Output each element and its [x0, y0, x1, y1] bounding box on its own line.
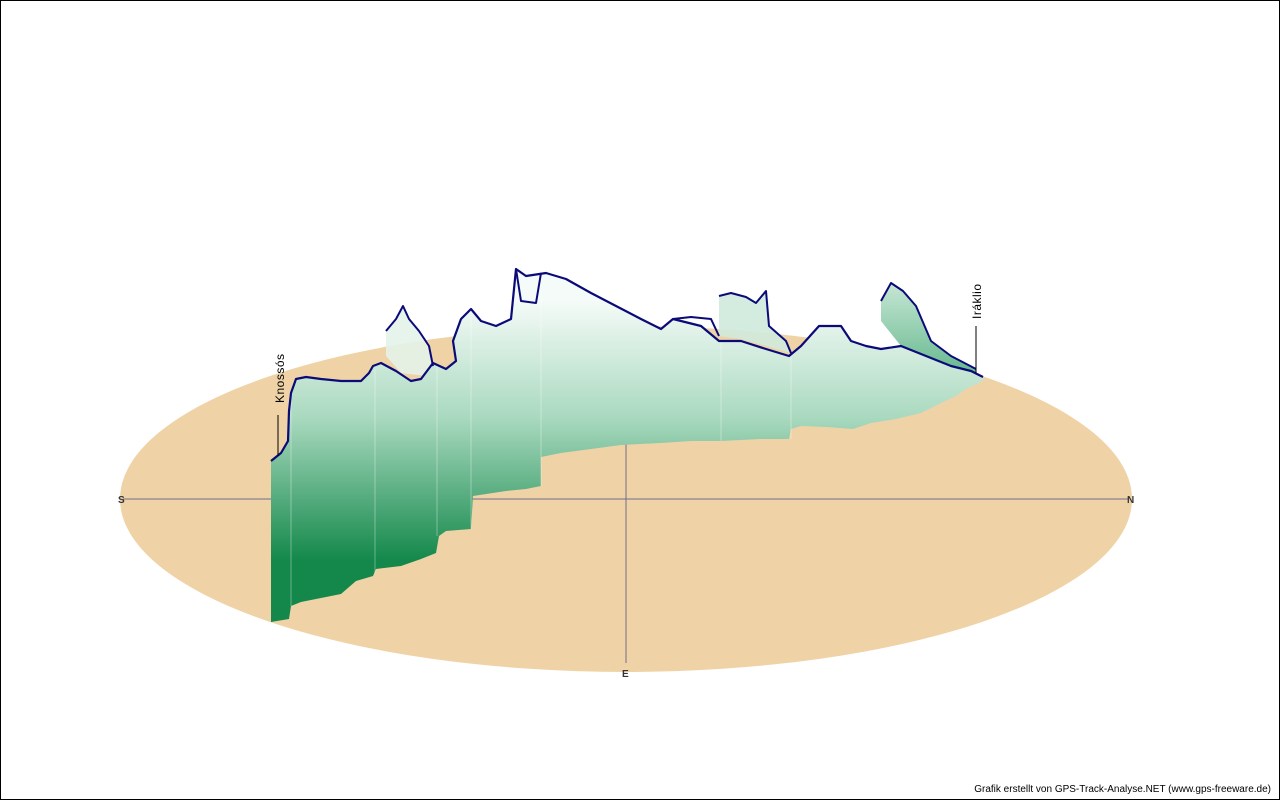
- compass-south-label: S: [118, 495, 125, 506]
- elevation-track-line: [270, 267, 984, 462]
- knossos-label: Knossós: [273, 353, 287, 403]
- far-track-line: [385, 305, 434, 367]
- compass-north-label: N: [1127, 495, 1134, 506]
- elevation-wall: [271, 269, 983, 622]
- far-wall-face: [881, 283, 976, 373]
- iraklio-label: Iráklio: [970, 283, 984, 319]
- far-track-line: [880, 282, 977, 370]
- far-wall-face: [386, 306, 433, 376]
- far-track-line: [515, 268, 542, 304]
- far-track-line: [672, 316, 720, 337]
- compass-east-label: E: [622, 669, 629, 680]
- wall-panel-seams: [290, 273, 792, 606]
- far-wall-face: [719, 291, 791, 353]
- credit-text: Grafik erstellt von GPS-Track-Analyse.NE…: [974, 784, 1271, 795]
- far-track-line: [718, 290, 792, 354]
